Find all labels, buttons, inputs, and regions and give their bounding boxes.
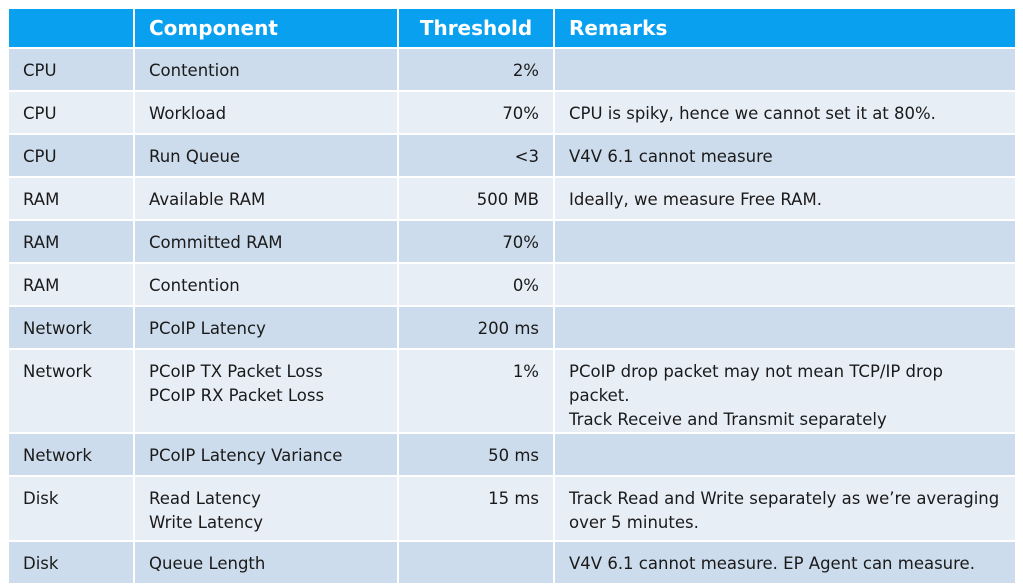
threshold-table: Component Threshold Remarks CPU Contentio… — [7, 7, 1017, 585]
cell-remarks — [555, 264, 1015, 305]
header-area — [9, 9, 133, 47]
component-line: Run Queue — [149, 147, 241, 166]
cell-area: RAM — [9, 221, 133, 262]
table-row: RAM Available RAM 500 MB Ideally, we measur… — [9, 178, 1015, 219]
component-line: Read Latency — [149, 489, 261, 508]
cell-component: PCoIP TX Packet Loss PCoIP RX Packet Loss — [135, 350, 397, 432]
component-line: Workload — [149, 104, 227, 123]
table-row: Disk Read Latency Write Latency 15 ms Track … — [9, 477, 1015, 540]
cell-component: PCoIP Latency Variance — [135, 434, 397, 475]
cell-area: Disk — [9, 477, 133, 540]
header-remarks: Remarks — [555, 9, 1015, 47]
cell-component: PCoIP Latency — [135, 307, 397, 348]
cell-remarks — [555, 49, 1015, 90]
cell-remarks: V4V 6.1 cannot measure. EP Agent can mea… — [555, 542, 1015, 583]
header-row: Component Threshold Remarks — [9, 9, 1015, 47]
cell-component: Run Queue — [135, 135, 397, 176]
cell-component: Contention — [135, 264, 397, 305]
remarks-line: V4V 6.1 cannot measure — [569, 147, 773, 166]
component-line: PCoIP Latency Variance — [149, 446, 343, 465]
cell-area: Disk — [9, 542, 133, 583]
cell-threshold: 50 ms — [399, 434, 553, 475]
cell-remarks: PCoIP drop packet may not mean TCP/IP dr… — [555, 350, 1015, 432]
cell-area: Network — [9, 307, 133, 348]
component-line: Contention — [149, 61, 240, 80]
cell-threshold: 200 ms — [399, 307, 553, 348]
table-body: CPU Contention 2% CPU Workload 70% CPU is spik… — [9, 49, 1015, 583]
cell-area: Network — [9, 434, 133, 475]
remarks-line: Track Receive and Transmit separately — [569, 410, 887, 429]
header-threshold: Threshold — [399, 9, 553, 47]
table-row: RAM Committed RAM 70% — [9, 221, 1015, 262]
table-row: CPU Run Queue <3 V4V 6.1 cannot measure — [9, 135, 1015, 176]
cell-area: RAM — [9, 178, 133, 219]
cell-component: Available RAM — [135, 178, 397, 219]
cell-area: CPU — [9, 49, 133, 90]
cell-threshold: 15 ms — [399, 477, 553, 540]
table-row: Network PCoIP TX Packet Loss PCoIP RX Pack… — [9, 350, 1015, 432]
table-row: Disk Queue Length V4V 6.1 cannot measure. … — [9, 542, 1015, 583]
cell-area: Network — [9, 350, 133, 432]
cell-area: CPU — [9, 92, 133, 133]
cell-threshold: 70% — [399, 221, 553, 262]
component-line: PCoIP TX Packet Loss — [149, 362, 323, 381]
table-row: RAM Contention 0% — [9, 264, 1015, 305]
table-row: CPU Workload 70% CPU is spiky, hence we can… — [9, 92, 1015, 133]
cell-component: Workload — [135, 92, 397, 133]
cell-remarks — [555, 307, 1015, 348]
cell-component: Read Latency Write Latency — [135, 477, 397, 540]
remarks-line: V4V 6.1 cannot measure. EP Agent can mea… — [569, 554, 975, 573]
component-line: Write Latency — [149, 513, 264, 532]
table-row: Network PCoIP Latency Variance 50 ms — [9, 434, 1015, 475]
cell-remarks: CPU is spiky, hence we cannot set it at … — [555, 92, 1015, 133]
cell-threshold: 500 MB — [399, 178, 553, 219]
cell-area: CPU — [9, 135, 133, 176]
remarks-line: CPU is spiky, hence we cannot set it at … — [569, 104, 936, 123]
remarks-line: over 5 minutes. — [569, 513, 699, 532]
component-line: Available RAM — [149, 190, 266, 209]
cell-remarks: Ideally, we measure Free RAM. — [555, 178, 1015, 219]
cell-remarks — [555, 434, 1015, 475]
component-line: PCoIP RX Packet Loss — [149, 386, 325, 405]
cell-remarks: Track Read and Write separately as we’re… — [555, 477, 1015, 540]
cell-area: RAM — [9, 264, 133, 305]
component-line: Contention — [149, 276, 240, 295]
remarks-line: Track Read and Write separately as we’re… — [569, 489, 1000, 508]
cell-threshold — [399, 542, 553, 583]
remarks-line: PCoIP drop packet may not mean TCP/IP dr… — [569, 362, 943, 405]
cell-threshold: 0% — [399, 264, 553, 305]
component-line: PCoIP Latency — [149, 319, 266, 338]
cell-component: Committed RAM — [135, 221, 397, 262]
cell-threshold: 70% — [399, 92, 553, 133]
cell-remarks — [555, 221, 1015, 262]
cell-remarks: V4V 6.1 cannot measure — [555, 135, 1015, 176]
cell-component: Queue Length — [135, 542, 397, 583]
component-line: Queue Length — [149, 554, 266, 573]
header-component: Component — [135, 9, 397, 47]
remarks-line: Ideally, we measure Free RAM. — [569, 190, 822, 209]
component-line: Committed RAM — [149, 233, 283, 252]
table-row: Network PCoIP Latency 200 ms — [9, 307, 1015, 348]
cell-component: Contention — [135, 49, 397, 90]
cell-threshold: 1% — [399, 350, 553, 432]
cell-threshold: <3 — [399, 135, 553, 176]
cell-threshold: 2% — [399, 49, 553, 90]
table-row: CPU Contention 2% — [9, 49, 1015, 90]
